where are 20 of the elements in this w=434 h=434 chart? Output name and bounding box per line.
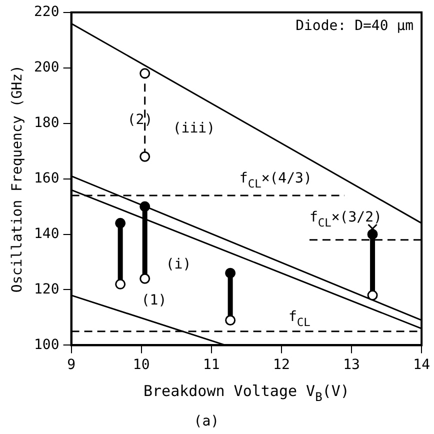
x-tick-label: 13: [343, 357, 360, 374]
x-tick-label: 9: [67, 357, 76, 374]
y-tick-label: 220: [34, 4, 60, 20]
y-axis-title: Oscillation Frequency (GHz): [10, 65, 26, 293]
x-tick-label: 11: [202, 357, 220, 374]
x-tick-label: 14: [413, 357, 430, 374]
x-tick-label: 10: [132, 357, 150, 374]
x-tick-label: 12: [273, 357, 290, 374]
annotation: (2): [127, 112, 153, 128]
y-tick-label: 100: [34, 336, 60, 353]
y-tick-label: 140: [34, 226, 60, 242]
text: (a): [194, 414, 220, 430]
annotation: (1): [141, 292, 167, 309]
annotation: Diode: D=40 µm: [296, 18, 414, 34]
y-tick-label: 160: [34, 170, 60, 186]
y-tick-label: 200: [34, 60, 60, 76]
annotation: (i): [166, 256, 192, 272]
y-tick-label: 180: [34, 114, 60, 131]
y-tick-label: 120: [34, 281, 60, 298]
annotation: (iii): [172, 120, 216, 137]
